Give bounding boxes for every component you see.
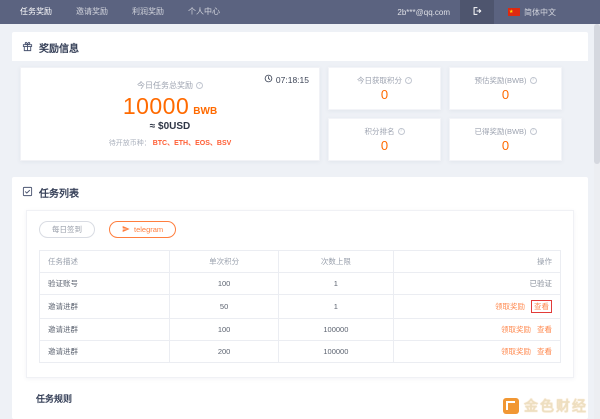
tab-telegram[interactable]: telegram — [109, 221, 177, 238]
countdown-value: 07:18:15 — [275, 74, 309, 85]
total-reward-card: 07:18:15 今日任务总奖励 ? 10000 BWB ≈ $0USD 待开放… — [20, 67, 320, 161]
info-icon[interactable]: ? — [405, 77, 412, 84]
tab-label: telegram — [134, 225, 164, 234]
task-card: 每日签到 telegram 任务描述 单次积分 次数上限 操作 — [26, 210, 574, 378]
reward-info-title-text: 奖励信息 — [39, 44, 79, 55]
clock-icon — [264, 74, 273, 85]
usd-equivalent: ≈ $0USD — [149, 121, 191, 132]
task-list-panel: 任务列表 每日签到 telegram 任务描述 — [12, 177, 588, 419]
stat-card-earned-reward: 已得奖励(BWB) ? 0 — [449, 118, 562, 161]
tab-label: 每日签到 — [52, 225, 82, 234]
task-desc: 邀请进群 — [40, 319, 170, 340]
task-desc: 验证账号 — [40, 273, 170, 294]
nav-tab-personal-center[interactable]: 个人中心 — [188, 7, 220, 16]
task-points: 200 — [170, 341, 280, 362]
task-desc: 邀请进群 — [40, 341, 170, 362]
stat-label-text: 积分排名 — [364, 127, 395, 136]
task-desc: 邀请进群 — [40, 295, 170, 318]
jinse-watermark: 金色财经 — [503, 396, 588, 416]
col-header-action: 操作 — [536, 257, 552, 266]
nav-tab-invite-rewards[interactable]: 邀请奖励 — [76, 7, 108, 16]
claim-reward-link[interactable]: 领取奖励 — [500, 347, 531, 356]
scrollbar-thumb[interactable] — [594, 24, 600, 164]
china-flag-icon: ★ — [508, 8, 520, 16]
task-table: 任务描述 单次积分 次数上限 操作 验证账号 100 1 已验证 邀请进群 50 — [39, 250, 561, 363]
total-reward-currency: BWB — [193, 106, 218, 117]
stat-card-grid: 今日获取积分 ? 0 预估奖励(BWB) ? 0 积分排名 ? — [328, 67, 562, 161]
col-header-desc: 任务描述 — [40, 251, 170, 272]
nav-tab-profit-rewards[interactable]: 利润奖励 — [132, 7, 164, 16]
coming-coins-list: BTC、ETH、EOS、BSV — [152, 140, 232, 147]
view-link[interactable]: 查看 — [536, 347, 552, 356]
task-rules-title: 任务规则 — [36, 394, 73, 404]
navbar-right: 2b***@qq.com ★ 简体中文 — [397, 0, 556, 24]
claim-reward-link[interactable]: 领取奖励 — [500, 325, 531, 334]
gift-icon — [22, 41, 33, 55]
language-label: 简体中文 — [524, 7, 556, 17]
stat-card-points-rank: 积分排名 ? 0 — [328, 118, 441, 161]
info-icon[interactable]: ? — [529, 77, 537, 84]
page-scrollbar[interactable] — [594, 24, 600, 419]
info-icon[interactable]: ? — [196, 82, 203, 89]
table-header-row: 任务描述 单次积分 次数上限 操作 — [40, 251, 560, 273]
stat-value: 0 — [380, 138, 389, 153]
stat-value: 0 — [501, 138, 510, 153]
stat-label-text: 今日获取积分 — [357, 76, 402, 85]
telegram-plane-icon — [122, 225, 130, 235]
verified-status: 已验证 — [529, 279, 552, 288]
table-row: 邀请进群 200 100000 领取奖励 查看 — [40, 341, 560, 363]
checklist-icon — [22, 186, 33, 200]
task-list-title-text: 任务列表 — [39, 189, 79, 200]
total-reward-amount: 10000 — [122, 93, 190, 119]
watermark-text: 金色财经 — [524, 398, 588, 414]
stat-card-estimated-reward: 预估奖励(BWB) ? 0 — [449, 67, 562, 110]
stat-label-text: 预估奖励(BWB) — [474, 76, 527, 85]
task-limit: 1 — [279, 273, 394, 294]
reward-info-panel: 奖励信息 07:18:15 今日任务总奖励 ? 100 — [12, 32, 588, 169]
info-icon[interactable]: ? — [529, 128, 537, 135]
task-limit: 100000 — [279, 319, 394, 340]
col-header-limit: 次数上限 — [279, 251, 394, 272]
user-email[interactable]: 2b***@qq.com — [397, 7, 450, 17]
view-link-highlighted[interactable]: 查看 — [530, 300, 552, 313]
logout-icon — [472, 6, 482, 18]
col-header-points: 单次积分 — [170, 251, 280, 272]
countdown-timer: 07:18:15 — [264, 74, 309, 85]
nav-tab-task-rewards[interactable]: 任务奖励 — [20, 7, 52, 16]
main-content: 奖励信息 07:18:15 今日任务总奖励 ? 100 — [0, 24, 600, 419]
coming-coins-label: 待开放币种： — [108, 140, 151, 147]
stat-value: 0 — [380, 87, 389, 102]
nav-tabs: 任务奖励 邀请奖励 利润奖励 个人中心 — [20, 0, 220, 24]
table-row: 验证账号 100 1 已验证 — [40, 273, 560, 295]
task-list-title: 任务列表 — [12, 177, 588, 206]
table-row: 邀请进群 50 1 领取奖励 查看 — [40, 295, 560, 319]
task-tabs: 每日签到 telegram — [39, 221, 561, 238]
logout-button[interactable] — [460, 0, 494, 24]
top-navbar: 任务奖励 邀请奖励 利润奖励 个人中心 2b***@qq.com ★ 简体中文 — [0, 0, 600, 24]
jinse-logo-icon — [503, 398, 519, 414]
table-row: 邀请进群 100 100000 领取奖励 查看 — [40, 319, 560, 341]
info-icon[interactable]: ? — [397, 128, 405, 135]
task-points: 50 — [170, 295, 280, 318]
language-switcher[interactable]: ★ 简体中文 — [508, 7, 556, 18]
stat-label-text: 已得奖励(BWB) — [474, 127, 527, 136]
tab-daily-checkin[interactable]: 每日签到 — [39, 221, 95, 238]
task-limit: 100000 — [279, 341, 394, 362]
total-reward-label: 今日任务总奖励 — [137, 81, 193, 90]
table-body: 验证账号 100 1 已验证 邀请进群 50 1 领取奖励 查看 — [40, 273, 560, 363]
task-limit: 1 — [279, 295, 394, 318]
stat-card-today-points: 今日获取积分 ? 0 — [328, 67, 441, 110]
claim-reward-link[interactable]: 领取奖励 — [494, 302, 525, 311]
view-link[interactable]: 查看 — [536, 325, 552, 334]
reward-cards-row: 07:18:15 今日任务总奖励 ? 10000 BWB ≈ $0USD 待开放… — [12, 61, 588, 169]
task-points: 100 — [170, 319, 280, 340]
task-points: 100 — [170, 273, 280, 294]
stat-value: 0 — [501, 87, 510, 102]
reward-info-title: 奖励信息 — [12, 32, 588, 61]
